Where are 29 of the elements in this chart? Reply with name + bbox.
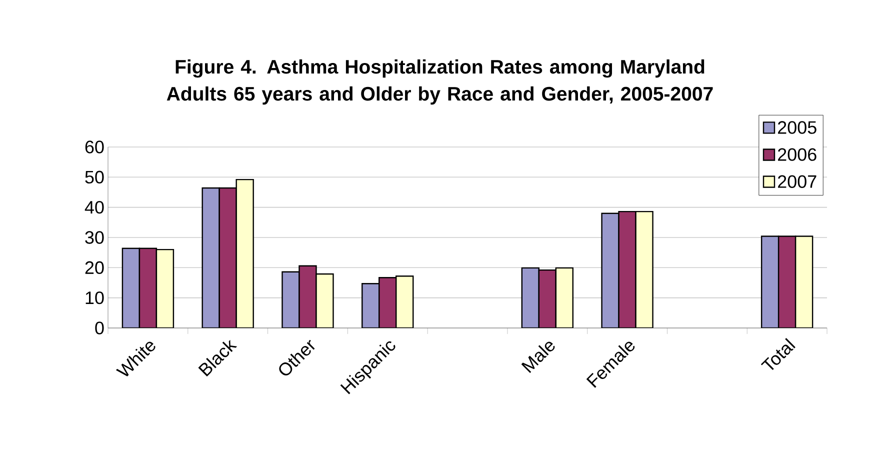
bar <box>122 248 140 328</box>
y-tick-label: 50 <box>85 170 104 184</box>
chart-title: Figure 4. Asthma Hospitalization Rates among Maryland Adults 65 years and Older by Race and Gender, 2005-2007 <box>166 59 713 105</box>
bar <box>601 212 620 328</box>
y-tick-label: 60 <box>85 140 104 154</box>
y-tick-label: 10 <box>86 291 104 304</box>
bar <box>378 277 397 328</box>
y-tick-label: 30 <box>85 231 104 244</box>
bar <box>138 248 158 328</box>
y-tick-label: 20 <box>85 261 104 274</box>
bar <box>202 187 220 328</box>
y-tick-label: 0 <box>95 322 104 334</box>
bar <box>635 210 654 328</box>
bar <box>396 276 414 328</box>
bar <box>778 236 796 328</box>
legend-label: 2006 <box>778 148 816 161</box>
bar <box>618 210 636 328</box>
bar <box>156 248 174 328</box>
bar <box>538 269 556 328</box>
bar <box>236 178 254 328</box>
y-tick-label: 40 <box>84 200 104 214</box>
legend-label: 2005 <box>778 121 816 134</box>
bar <box>794 236 814 328</box>
bar <box>555 267 574 328</box>
bar <box>521 267 540 328</box>
bar <box>760 236 780 328</box>
legend-label: 2007 <box>778 175 816 188</box>
bar <box>362 283 380 328</box>
bar <box>218 187 237 328</box>
